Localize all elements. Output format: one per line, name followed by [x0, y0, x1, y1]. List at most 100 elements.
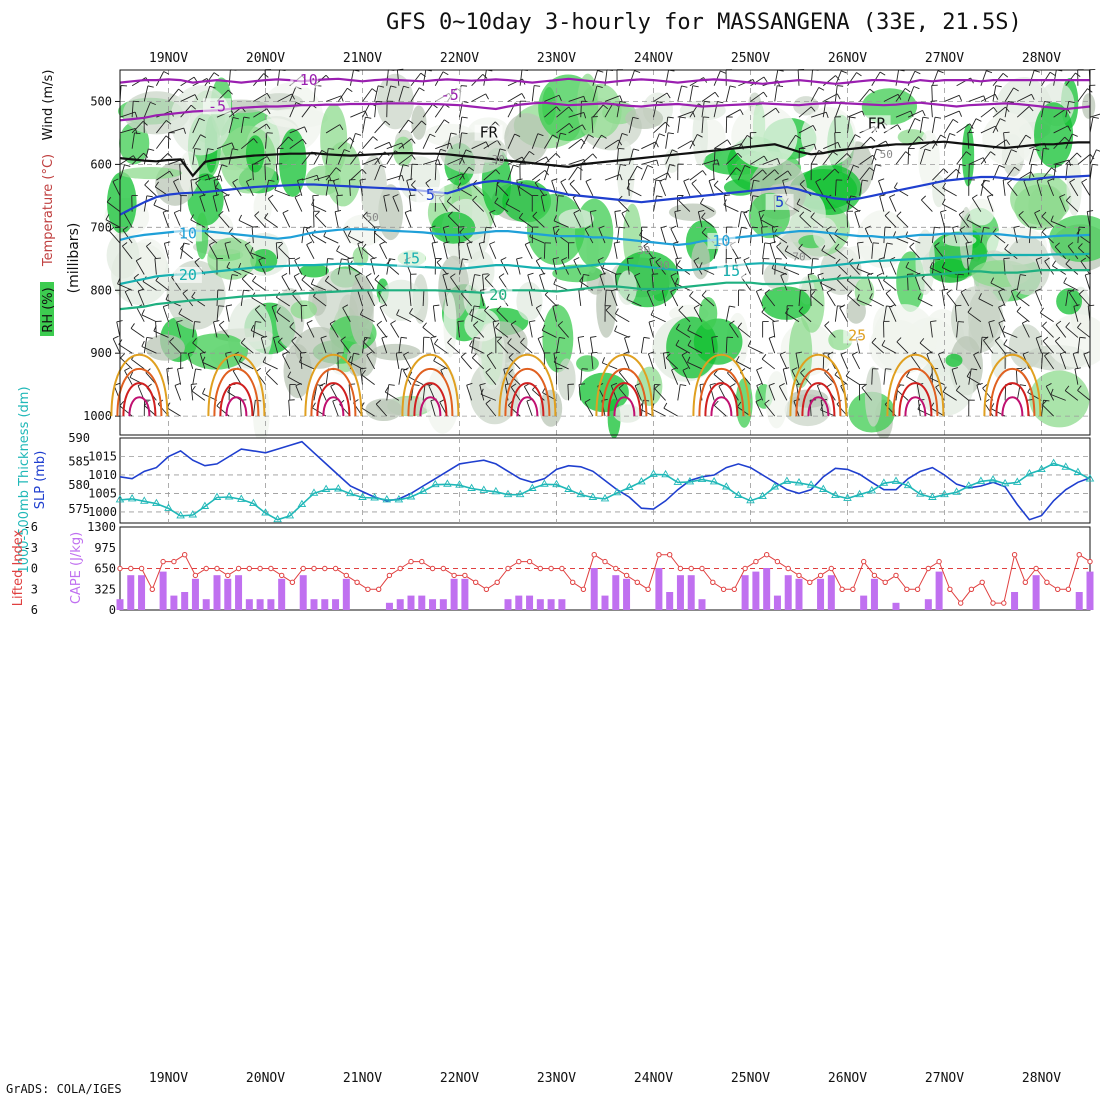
- wind-barb-flag: [1013, 225, 1020, 228]
- thickness-marker: [370, 493, 379, 501]
- wind-barb: [434, 119, 445, 134]
- li-marker: [397, 565, 403, 572]
- wind-barb-flag: [1041, 227, 1047, 233]
- wind-barb: [737, 135, 748, 149]
- wind-barb: [628, 117, 634, 134]
- wind-barb-flag: [934, 116, 942, 119]
- wind-barb: [1064, 390, 1079, 401]
- wind-barb-flag: [892, 231, 897, 238]
- wind-barb: [238, 219, 254, 228]
- isotherm-label: 5: [775, 193, 784, 211]
- diurnal-isotherm: [128, 396, 151, 417]
- cape-bar: [870, 578, 878, 610]
- li-marker: [257, 565, 263, 572]
- wind-barb-flag: [295, 382, 302, 386]
- wind-barb: [489, 212, 497, 228]
- wind-barb-flag: [146, 242, 152, 247]
- wind-barb: [798, 125, 814, 134]
- wind-barb: [1084, 274, 1091, 291]
- wind-barb-flag: [223, 194, 230, 197]
- thickness-tick-label: 580: [68, 478, 90, 492]
- wind-barb-flag: [614, 241, 621, 244]
- wind-barb: [386, 142, 402, 150]
- rh-shade-blob: [305, 165, 341, 196]
- wind-barb: [276, 311, 291, 323]
- wind-barb-flag: [379, 304, 386, 308]
- wind-barb: [543, 164, 550, 181]
- wind-barb-flag: [218, 305, 225, 307]
- wind-barb-flag: [643, 242, 649, 247]
- wind-barb-flag: [552, 134, 558, 139]
- wind-barb: [976, 384, 982, 401]
- wind-barb: [780, 275, 788, 291]
- wind-barb-flag: [812, 258, 819, 260]
- wind-barb: [106, 201, 121, 212]
- thickness-marker: [988, 475, 998, 483]
- wind-barb-flag: [163, 71, 170, 75]
- wind-barb: [820, 282, 836, 291]
- rh-shade-blob: [897, 129, 927, 146]
- wind-barb-flag: [553, 278, 557, 285]
- x-day-label-top: 20NOV: [246, 51, 285, 66]
- wind-barb: [287, 376, 303, 386]
- label-bg: [173, 225, 202, 242]
- wind-barb: [408, 195, 412, 212]
- rh-shade-blob: [504, 113, 549, 164]
- li-marker: [214, 565, 220, 572]
- wind-barb-flag: [621, 209, 628, 214]
- wind-barb-flag: [799, 211, 805, 217]
- wind-barb: [1007, 182, 1018, 197]
- wind-barb-flag: [856, 262, 860, 269]
- wind-barb-flag: [166, 367, 173, 370]
- wind-barb-flag: [461, 85, 468, 87]
- wind-barb-flag: [124, 288, 131, 293]
- wind-barb-flag: [1003, 339, 1008, 345]
- wind-barb: [861, 387, 873, 401]
- wind-barb: [674, 211, 679, 228]
- wind-barb: [834, 116, 836, 133]
- wind-barb-flag: [1014, 166, 1020, 172]
- wind-barb-flag: [941, 288, 949, 291]
- wind-barb-flag: [1077, 322, 1082, 328]
- diurnal-isotherm: [304, 354, 363, 417]
- wind-barb-flag: [388, 384, 395, 386]
- wind-barb-flag: [723, 199, 727, 206]
- wind-barb: [641, 159, 657, 165]
- wind-barb-flag: [876, 272, 883, 277]
- wind-barb-flag: [579, 276, 584, 282]
- wind-barb: [1028, 70, 1035, 86]
- wind-barb-flag: [619, 95, 623, 102]
- rh-shade-blob: [106, 171, 137, 234]
- wind-barb: [294, 260, 303, 275]
- wind-barb-flag: [561, 257, 568, 261]
- wind-barb-flag: [536, 304, 542, 309]
- rh-shade-blob: [625, 107, 664, 130]
- wind-barb: [592, 134, 602, 149]
- wind-barb-flag: [839, 304, 846, 309]
- wind-barb: [810, 87, 820, 102]
- wind-barb: [626, 258, 630, 275]
- cape-bar: [170, 595, 178, 610]
- thickness-marker: [685, 477, 695, 485]
- wind-barb: [1042, 325, 1054, 338]
- wind-barb-flag: [583, 112, 587, 119]
- rh-contour-label: 30: [637, 244, 650, 257]
- wind-barb: [946, 293, 957, 307]
- wind-barb: [422, 104, 433, 118]
- wind-barb-flag: [400, 336, 408, 339]
- wind-barb: [616, 148, 619, 165]
- wind-barb: [764, 293, 776, 307]
- thickness-marker: [127, 494, 137, 502]
- rh-shade-blob: [439, 132, 508, 174]
- thickness-marker: [940, 489, 949, 498]
- wind-barb-flag: [729, 85, 736, 88]
- wind-barb-flag: [347, 257, 354, 260]
- wind-barb-flag: [166, 120, 172, 125]
- wind-barb-flag: [200, 134, 206, 138]
- wind-barb: [689, 170, 703, 181]
- wind-barb: [856, 268, 872, 275]
- wind-barb-flag: [1067, 125, 1072, 132]
- wind-barb: [156, 153, 169, 165]
- wind-barb-flag: [737, 401, 742, 408]
